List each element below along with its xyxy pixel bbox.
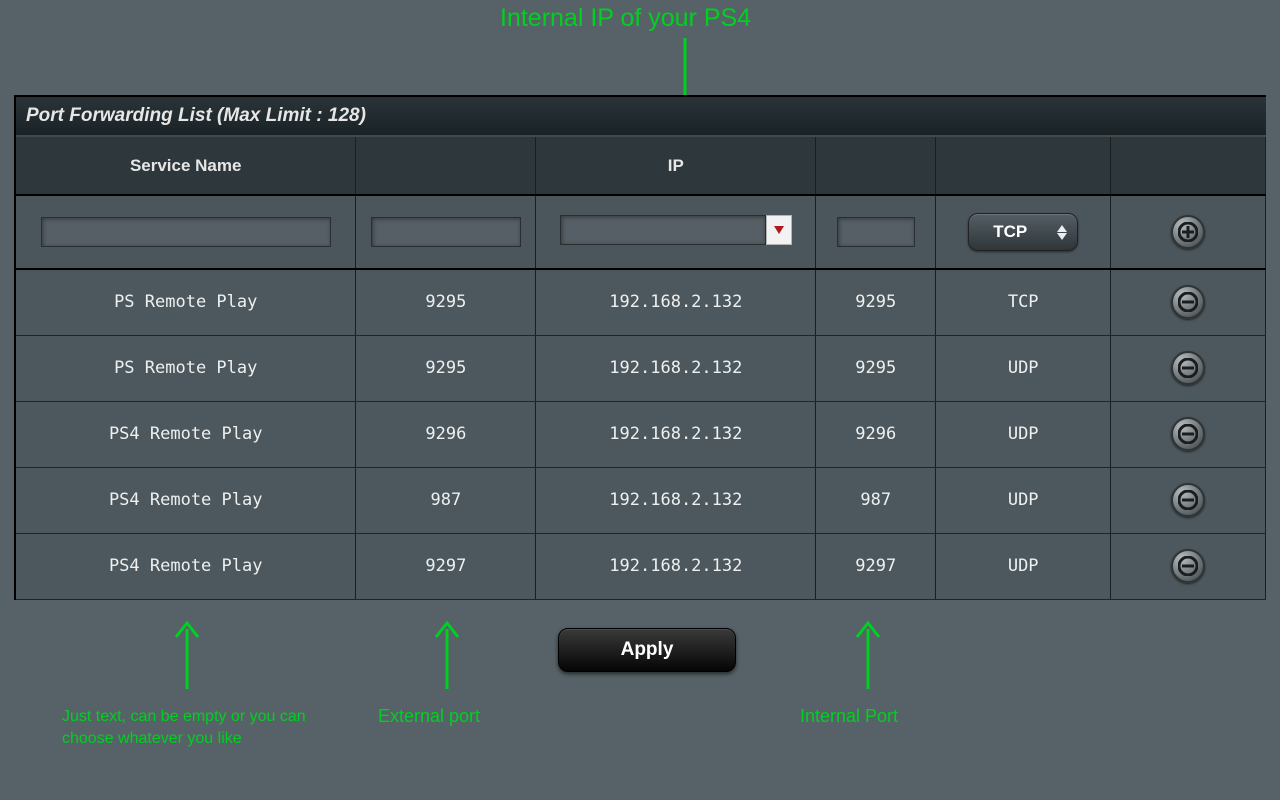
col-header-int	[816, 137, 936, 195]
minus-icon	[1178, 556, 1198, 576]
cell-int: 9297	[816, 533, 936, 599]
protocol-select[interactable]: TCP	[968, 213, 1078, 251]
select-arrows-icon	[1057, 225, 1067, 240]
cell-ip: 192.168.2.132	[536, 533, 816, 599]
cell-int: 9295	[816, 335, 936, 401]
annotation-ip-label: Internal IP of your PS4	[500, 4, 751, 33]
cell-ext: 987	[356, 467, 536, 533]
cell-ext: 9295	[356, 335, 536, 401]
minus-icon	[1178, 358, 1198, 378]
port-forwarding-table: Service Name IP	[16, 137, 1266, 600]
col-header-ip: IP	[536, 137, 816, 195]
internal-port-input[interactable]	[837, 217, 915, 247]
table-row: PS Remote Play9295192.168.2.1329295UDP	[16, 335, 1266, 401]
cell-service: PS4 Remote Play	[16, 467, 356, 533]
plus-icon	[1178, 222, 1198, 242]
cell-action	[1111, 467, 1266, 533]
input-row: TCP	[16, 195, 1266, 269]
table-row: PS Remote Play9295192.168.2.1329295TCP	[16, 269, 1266, 335]
cell-ip: 192.168.2.132	[536, 269, 816, 335]
remove-rule-button[interactable]	[1171, 549, 1205, 583]
cell-proto: TCP	[936, 269, 1111, 335]
cell-int: 9296	[816, 401, 936, 467]
cell-ext: 9297	[356, 533, 536, 599]
cell-service: PS4 Remote Play	[16, 401, 356, 467]
annotation-service-arrow	[172, 619, 202, 689]
remove-rule-button[interactable]	[1171, 483, 1205, 517]
panel-title: Port Forwarding List (Max Limit : 128)	[16, 97, 1266, 137]
annotation-ext-arrow	[432, 619, 462, 689]
cell-ext: 9295	[356, 269, 536, 335]
dropdown-triangle-icon	[773, 225, 785, 235]
annotation-service-label: Just text, can be empty or you can choos…	[62, 706, 322, 749]
cell-ip: 192.168.2.132	[536, 467, 816, 533]
remove-rule-button[interactable]	[1171, 417, 1205, 451]
external-port-input[interactable]	[371, 217, 521, 247]
cell-proto: UDP	[936, 335, 1111, 401]
col-header-ext	[356, 137, 536, 195]
minus-icon	[1178, 490, 1198, 510]
annotation-int-arrow	[853, 619, 883, 689]
annotation-ext-label: External port	[378, 706, 480, 727]
table-row: PS4 Remote Play9296192.168.2.1329296UDP	[16, 401, 1266, 467]
col-header-act	[1111, 137, 1266, 195]
cell-service: PS Remote Play	[16, 269, 356, 335]
cell-proto: UDP	[936, 533, 1111, 599]
minus-icon	[1178, 424, 1198, 444]
cell-service: PS4 Remote Play	[16, 533, 356, 599]
annotation-int-label: Internal Port	[800, 706, 898, 727]
add-rule-button[interactable]	[1171, 215, 1205, 249]
service-name-input[interactable]	[41, 217, 331, 247]
table-row: PS4 Remote Play987192.168.2.132987UDP	[16, 467, 1266, 533]
cell-action	[1111, 269, 1266, 335]
remove-rule-button[interactable]	[1171, 351, 1205, 385]
ip-combo[interactable]	[560, 215, 792, 245]
cell-action	[1111, 401, 1266, 467]
col-header-proto	[936, 137, 1111, 195]
cell-action	[1111, 533, 1266, 599]
ip-dropdown-button[interactable]	[766, 215, 792, 245]
cell-int: 9295	[816, 269, 936, 335]
port-forwarding-panel: Port Forwarding List (Max Limit : 128) S…	[14, 95, 1266, 600]
table-header-row: Service Name IP	[16, 137, 1266, 195]
minus-icon	[1178, 292, 1198, 312]
table-row: PS4 Remote Play9297192.168.2.1329297UDP	[16, 533, 1266, 599]
cell-proto: UDP	[936, 401, 1111, 467]
cell-service: PS Remote Play	[16, 335, 356, 401]
remove-rule-button[interactable]	[1171, 285, 1205, 319]
cell-ip: 192.168.2.132	[536, 401, 816, 467]
ip-input[interactable]	[560, 215, 766, 245]
cell-action	[1111, 335, 1266, 401]
protocol-select-value: TCP	[993, 222, 1027, 242]
apply-button[interactable]: Apply	[558, 628, 736, 672]
cell-ip: 192.168.2.132	[536, 335, 816, 401]
cell-int: 987	[816, 467, 936, 533]
cell-proto: UDP	[936, 467, 1111, 533]
col-header-service: Service Name	[16, 137, 356, 195]
cell-ext: 9296	[356, 401, 536, 467]
